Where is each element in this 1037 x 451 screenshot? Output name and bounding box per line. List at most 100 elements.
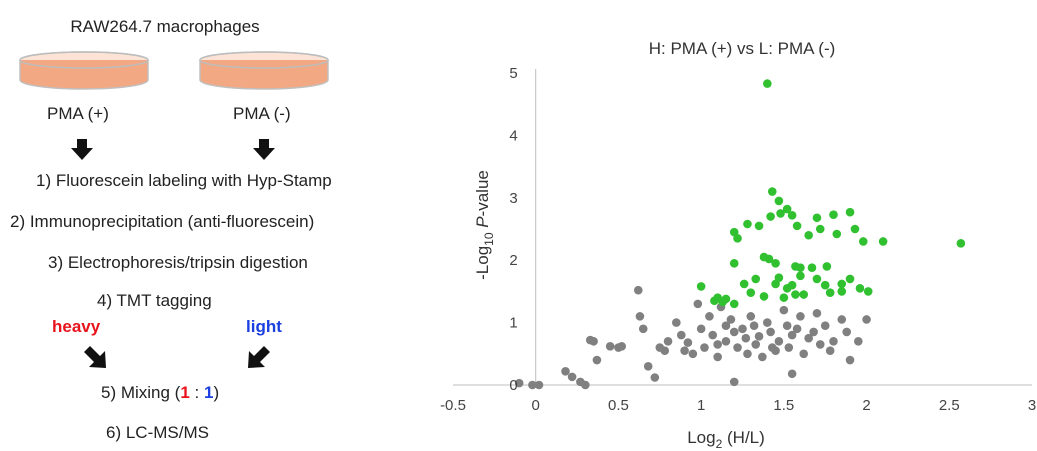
data-point: [791, 290, 800, 299]
data-point: [807, 263, 817, 272]
data-point: [804, 333, 813, 343]
data-point: [713, 352, 722, 362]
data-point: [845, 355, 855, 365]
data-point: [589, 337, 598, 346]
data-point: [733, 343, 742, 352]
data-point: [743, 349, 752, 359]
ratio-light: 1: [204, 383, 214, 402]
step-4: 4) TMT tagging: [97, 291, 212, 310]
data-point: [741, 333, 751, 343]
diagonal-arrow-light-icon: [248, 346, 270, 368]
data-point: [660, 346, 670, 355]
data-point: [799, 349, 809, 359]
heavy-label: heavy: [52, 317, 101, 336]
data-point: [683, 338, 693, 347]
data-point: [787, 330, 797, 340]
data-point: [733, 234, 742, 243]
data-point: [713, 340, 722, 349]
data-point: [832, 229, 842, 239]
tick-labels: -0.5 0 0.5 1 1.5 2 2.5 3 0 1 2 3 4 5: [440, 65, 1036, 414]
data-point: [812, 213, 822, 223]
data-point: [696, 324, 706, 334]
data-point: [820, 280, 830, 290]
data-point: [776, 209, 785, 218]
data-point: [680, 346, 689, 355]
data-point: [738, 324, 747, 334]
data-point: [718, 297, 727, 307]
data-point: [771, 259, 780, 268]
data-point: [774, 196, 784, 206]
pma-minus-label: PMA (-): [233, 104, 291, 123]
data-point: [812, 274, 822, 284]
data-point: [845, 207, 855, 217]
data-point: [796, 312, 805, 321]
data-point: [676, 330, 686, 340]
data-point: [763, 79, 772, 88]
data-point: [567, 372, 577, 382]
step-5: 5) Mixing (1 : 1): [101, 383, 219, 403]
x-tick-label: -0.5: [440, 397, 466, 414]
data-point: [815, 340, 825, 349]
workflow-title: RAW264.7 macrophages: [70, 17, 260, 36]
data-point: [796, 271, 805, 281]
data-point: [561, 366, 570, 376]
data-point: [855, 283, 865, 293]
data-point: [700, 343, 709, 352]
step-3: 3) Electrophoresis/tripsin digestion: [48, 253, 308, 272]
data-point: [787, 210, 797, 220]
y-tick-label: 5: [509, 65, 517, 82]
data-point: [693, 299, 703, 309]
data-point: [829, 210, 838, 219]
data-point: [729, 299, 739, 309]
data-point: [592, 355, 602, 365]
data-point: [696, 282, 706, 291]
light-label: light: [246, 317, 282, 336]
x-tick-label: 1.5: [773, 397, 794, 414]
data-point: [708, 330, 718, 340]
data-point: [758, 352, 767, 362]
data-point: [820, 321, 830, 331]
data-point: [792, 324, 802, 334]
data-point: [799, 290, 809, 299]
data-point: [771, 279, 780, 289]
data-point: [804, 230, 813, 240]
data-point: [766, 212, 775, 221]
data-point: [751, 274, 761, 284]
data-point: [710, 296, 719, 306]
data-point: [672, 318, 681, 327]
data-point: [854, 337, 863, 346]
data-point: [650, 373, 660, 382]
step-5-suffix: ): [213, 383, 220, 402]
data-point: [617, 342, 627, 351]
data-point: [688, 349, 698, 359]
petri-dish-right-icon: [199, 51, 329, 90]
data-point: [729, 327, 739, 337]
data-point: [787, 369, 797, 379]
step-6: 6) LC-MS/MS: [106, 423, 209, 442]
data-point: [815, 224, 825, 234]
data-point: [863, 287, 873, 296]
data-point: [767, 187, 777, 196]
down-arrow-icon: [71, 139, 93, 160]
data-point: [643, 361, 653, 371]
data-point: [514, 378, 524, 388]
data-point: [663, 337, 673, 346]
data-point: [764, 254, 774, 264]
data-point: [729, 259, 739, 268]
data-point: [878, 237, 888, 246]
data-point: [746, 288, 756, 297]
y-tick-label: 4: [509, 127, 517, 144]
data-point: [633, 285, 643, 295]
data-point: [763, 318, 772, 327]
data-point: [721, 321, 731, 331]
data-point: [635, 312, 645, 321]
data-point: [792, 221, 802, 231]
data-point: [809, 327, 818, 337]
data-point: [822, 262, 832, 271]
data-point: [576, 377, 585, 387]
data-point: [754, 221, 764, 231]
data-point: [726, 315, 736, 324]
data-point: [751, 340, 761, 349]
data-point: [829, 337, 838, 346]
data-point: [825, 346, 835, 355]
